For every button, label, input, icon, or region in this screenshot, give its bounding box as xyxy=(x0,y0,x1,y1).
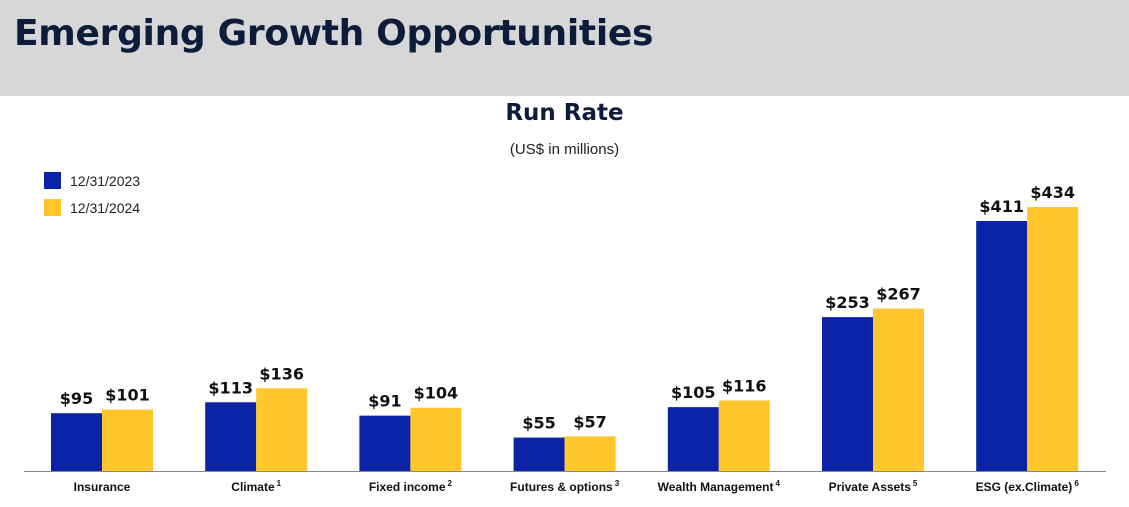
bar-2024-3 xyxy=(564,436,616,471)
data-label-2023-0: $95 xyxy=(60,389,93,408)
category-label-4: Wealth Management 4 xyxy=(658,479,781,494)
category-label-0: Insurance xyxy=(74,480,131,494)
category-label-2: Fixed income 2 xyxy=(369,479,453,494)
data-label-2024-0: $101 xyxy=(105,386,150,405)
header-bar: Emerging Growth Opportunities xyxy=(0,0,1129,96)
bar-2024-4 xyxy=(718,400,770,471)
legend-item-2024: 12/31/2024 xyxy=(44,199,140,216)
data-label-2023-6: $411 xyxy=(979,197,1024,216)
data-label-2023-3: $55 xyxy=(522,414,555,433)
bar-2024-1 xyxy=(256,388,308,471)
data-label-2024-4: $116 xyxy=(722,376,767,395)
category-label-6: ESG (ex.Climate) 6 xyxy=(976,479,1080,494)
legend-swatch-2024 xyxy=(44,199,61,216)
page-title: Emerging Growth Opportunities xyxy=(14,13,654,54)
data-label-2023-4: $105 xyxy=(671,383,716,402)
bar-2023-1 xyxy=(205,402,257,471)
legend-swatch-2023 xyxy=(44,172,61,189)
data-label-2023-5: $253 xyxy=(825,293,870,312)
bar-2023-4 xyxy=(667,407,719,471)
bar-2023-6 xyxy=(976,220,1028,471)
chart-subtitle: (US$ in millions) xyxy=(509,141,620,158)
legend-item-2023: 12/31/2023 xyxy=(44,172,140,189)
bar-2023-5 xyxy=(822,317,873,471)
data-label-2024-5: $267 xyxy=(876,285,921,304)
data-label-2024-3: $57 xyxy=(573,412,606,431)
data-label-2024-1: $136 xyxy=(259,364,304,383)
bar-2023-0 xyxy=(51,413,102,471)
data-label-2024-2: $104 xyxy=(414,384,459,403)
legend-label-2024: 12/31/2024 xyxy=(70,199,141,216)
data-label-2023-1: $113 xyxy=(208,378,253,397)
bar-2023-2 xyxy=(359,415,411,471)
bar-2024-2 xyxy=(410,407,462,471)
bar-2023-3 xyxy=(513,437,565,471)
bar-2024-0 xyxy=(102,409,153,471)
legend-label-2023: 12/31/2023 xyxy=(70,172,141,189)
data-label-2023-2: $91 xyxy=(368,392,401,411)
data-label-2024-6: $434 xyxy=(1030,183,1075,202)
category-label-1: Climate 1 xyxy=(231,479,281,494)
bar-2024-5 xyxy=(873,308,924,471)
category-label-5: Private Assets 5 xyxy=(829,479,918,494)
chart-legend: 12/31/2023 12/31/2024 xyxy=(44,172,140,226)
bar-2024-6 xyxy=(1027,207,1079,471)
chart-title: Run Rate xyxy=(505,100,624,126)
category-label-3: Futures & options 3 xyxy=(510,479,620,494)
